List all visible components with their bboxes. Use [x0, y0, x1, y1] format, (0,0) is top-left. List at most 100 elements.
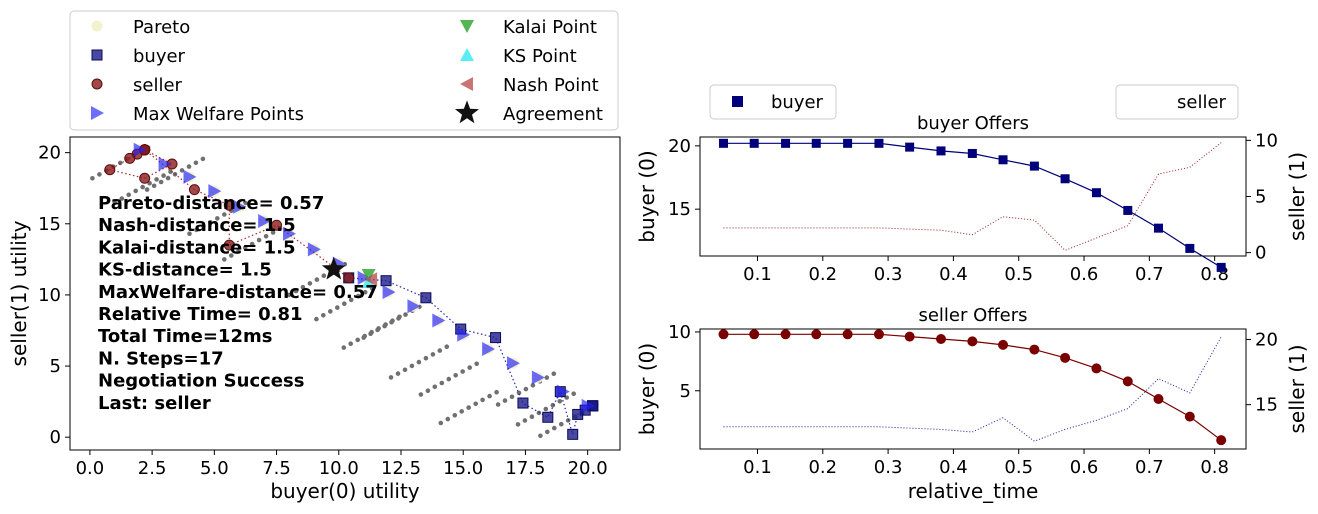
- legend-label-3: seller: [133, 75, 183, 96]
- outcome-dot: [544, 375, 550, 380]
- outcome-x-tick-label: 2.5: [138, 458, 167, 479]
- buyer-offers-left-point: [967, 148, 977, 158]
- annotation-line-6: Relative Time= 0.81: [98, 304, 303, 325]
- buyer-offers-left-point: [936, 146, 946, 156]
- buyer-trace-line: [348, 277, 593, 437]
- outcome-dot: [235, 249, 241, 254]
- seller-offers-left-point: [1091, 363, 1102, 374]
- max-welfare-point: [183, 169, 197, 184]
- seller-offers-y2-tick-label: 15: [1255, 395, 1278, 416]
- outcome-dot: [389, 319, 394, 325]
- buyer-offers-left-point: [1060, 174, 1070, 184]
- outcome-dot: [119, 196, 125, 201]
- outcome-dot: [355, 293, 361, 299]
- annotation-line-9: Negotiation Success: [98, 371, 304, 392]
- outcome-dot: [321, 273, 327, 279]
- legend-label-5: Kalai Point: [503, 17, 597, 38]
- outcome-dot: [300, 284, 306, 290]
- outcome-dot: [193, 160, 199, 166]
- seller-offers-title: seller Offers: [918, 305, 1027, 326]
- outcome-dot: [242, 245, 248, 251]
- outcome-y-tick-label: 5: [50, 356, 61, 377]
- seller-offers-left-point: [1029, 344, 1040, 355]
- outcome-dot: [396, 316, 401, 321]
- seller-offers-x-tick-label: 0.1: [743, 457, 772, 478]
- agreement-point: [321, 256, 346, 280]
- outcome-dot: [395, 371, 401, 376]
- outcome-dot: [144, 187, 150, 192]
- outcome-dot: [90, 176, 95, 181]
- outcome-dot: [439, 380, 445, 386]
- seller-offers-left-series-line: [723, 333, 1222, 441]
- buyer-offers-left-point: [1123, 205, 1133, 215]
- outcome-dot: [362, 289, 368, 295]
- outcome-dot: [201, 223, 206, 229]
- seller-offer-point: [139, 172, 151, 184]
- offers-legend-left-box: [709, 84, 837, 120]
- outcome-dot: [545, 429, 550, 435]
- max-welfare-point: [531, 370, 545, 385]
- max-welfare-point: [357, 270, 371, 285]
- outcome-dot: [474, 361, 480, 367]
- legend-marker-2: [91, 49, 103, 61]
- max-welfare-point: [457, 327, 471, 342]
- outcome-dot: [154, 177, 159, 182]
- legend-marker-3: [91, 78, 103, 90]
- outcome-dot: [480, 397, 485, 403]
- legend-label-7: Nash Point: [503, 75, 599, 96]
- buyer-offers-left-point: [843, 138, 853, 148]
- outcome-dot: [249, 241, 255, 247]
- outcome-dot: [502, 398, 508, 403]
- outcome-x-tick-label: 0.0: [76, 458, 105, 479]
- legend-marker-8: [455, 100, 479, 124]
- offers-legend-left-marker: [732, 96, 743, 107]
- seller-offer-point: [124, 152, 136, 164]
- outcome-dot: [118, 160, 123, 166]
- seller-offers-right-series-line: [723, 336, 1222, 442]
- seller-offers-left-point: [1153, 394, 1164, 404]
- outcome-dot: [452, 413, 458, 418]
- nash-point: [364, 272, 378, 287]
- buyer-offer-point: [542, 411, 554, 423]
- outcome-dot: [467, 365, 473, 370]
- seller-offers-x-tick-label: 0.6: [1070, 457, 1099, 478]
- max-welfare-point: [208, 184, 222, 199]
- outcome-dot: [418, 392, 424, 397]
- outcome-dot: [543, 406, 549, 412]
- buyer-offers-left-point: [1153, 223, 1163, 233]
- offers-legend-left-label: buyer: [771, 92, 824, 113]
- seller-offers-x-tick-label: 0.5: [1004, 457, 1033, 478]
- outcome-y-tick-label: 10: [38, 285, 61, 306]
- seller-offers-left-point: [749, 329, 760, 340]
- seller-offers-left-point: [967, 336, 978, 347]
- outcome-dot: [208, 219, 213, 225]
- seller-offer-point: [343, 272, 355, 284]
- legend-label-4: Max Welfare Points: [133, 104, 304, 125]
- outcome-dot: [382, 323, 387, 329]
- buyer-offers-y-axis-label: buyer (0): [635, 150, 659, 242]
- legend-marker-4: [91, 106, 104, 120]
- max-welfare-point: [133, 142, 147, 157]
- outcome-dot: [437, 348, 443, 353]
- seller-offers-y2-tick-label: 20: [1255, 329, 1278, 350]
- seller-offers-left-point: [842, 329, 853, 340]
- buyer-offers-left-point: [905, 142, 915, 152]
- annotation-line-10: Last: seller: [98, 393, 211, 414]
- outcome-space-dots: [90, 145, 599, 439]
- outcome-dot: [423, 355, 429, 361]
- outcome-x-tick-label: 5.0: [200, 458, 229, 479]
- max-welfare-point: [556, 384, 570, 399]
- seller-offers-y-tick-label: 10: [668, 322, 691, 343]
- seller-offers-x-tick-label: 0.8: [1200, 457, 1229, 478]
- outcome-dot: [368, 331, 373, 337]
- seller-offers-plot-frame: [699, 328, 1247, 450]
- annotation-line-3: Kalai-distance= 1.5: [98, 237, 296, 258]
- outcome-dot: [286, 292, 292, 298]
- seller-offer-point: [188, 184, 200, 196]
- outcome-dot: [402, 367, 408, 373]
- outcome-dot: [509, 394, 515, 400]
- outcome-dot: [314, 316, 319, 322]
- outcome-dot: [375, 327, 380, 333]
- outcome-dot: [460, 369, 466, 374]
- outcome-dot: [342, 301, 347, 307]
